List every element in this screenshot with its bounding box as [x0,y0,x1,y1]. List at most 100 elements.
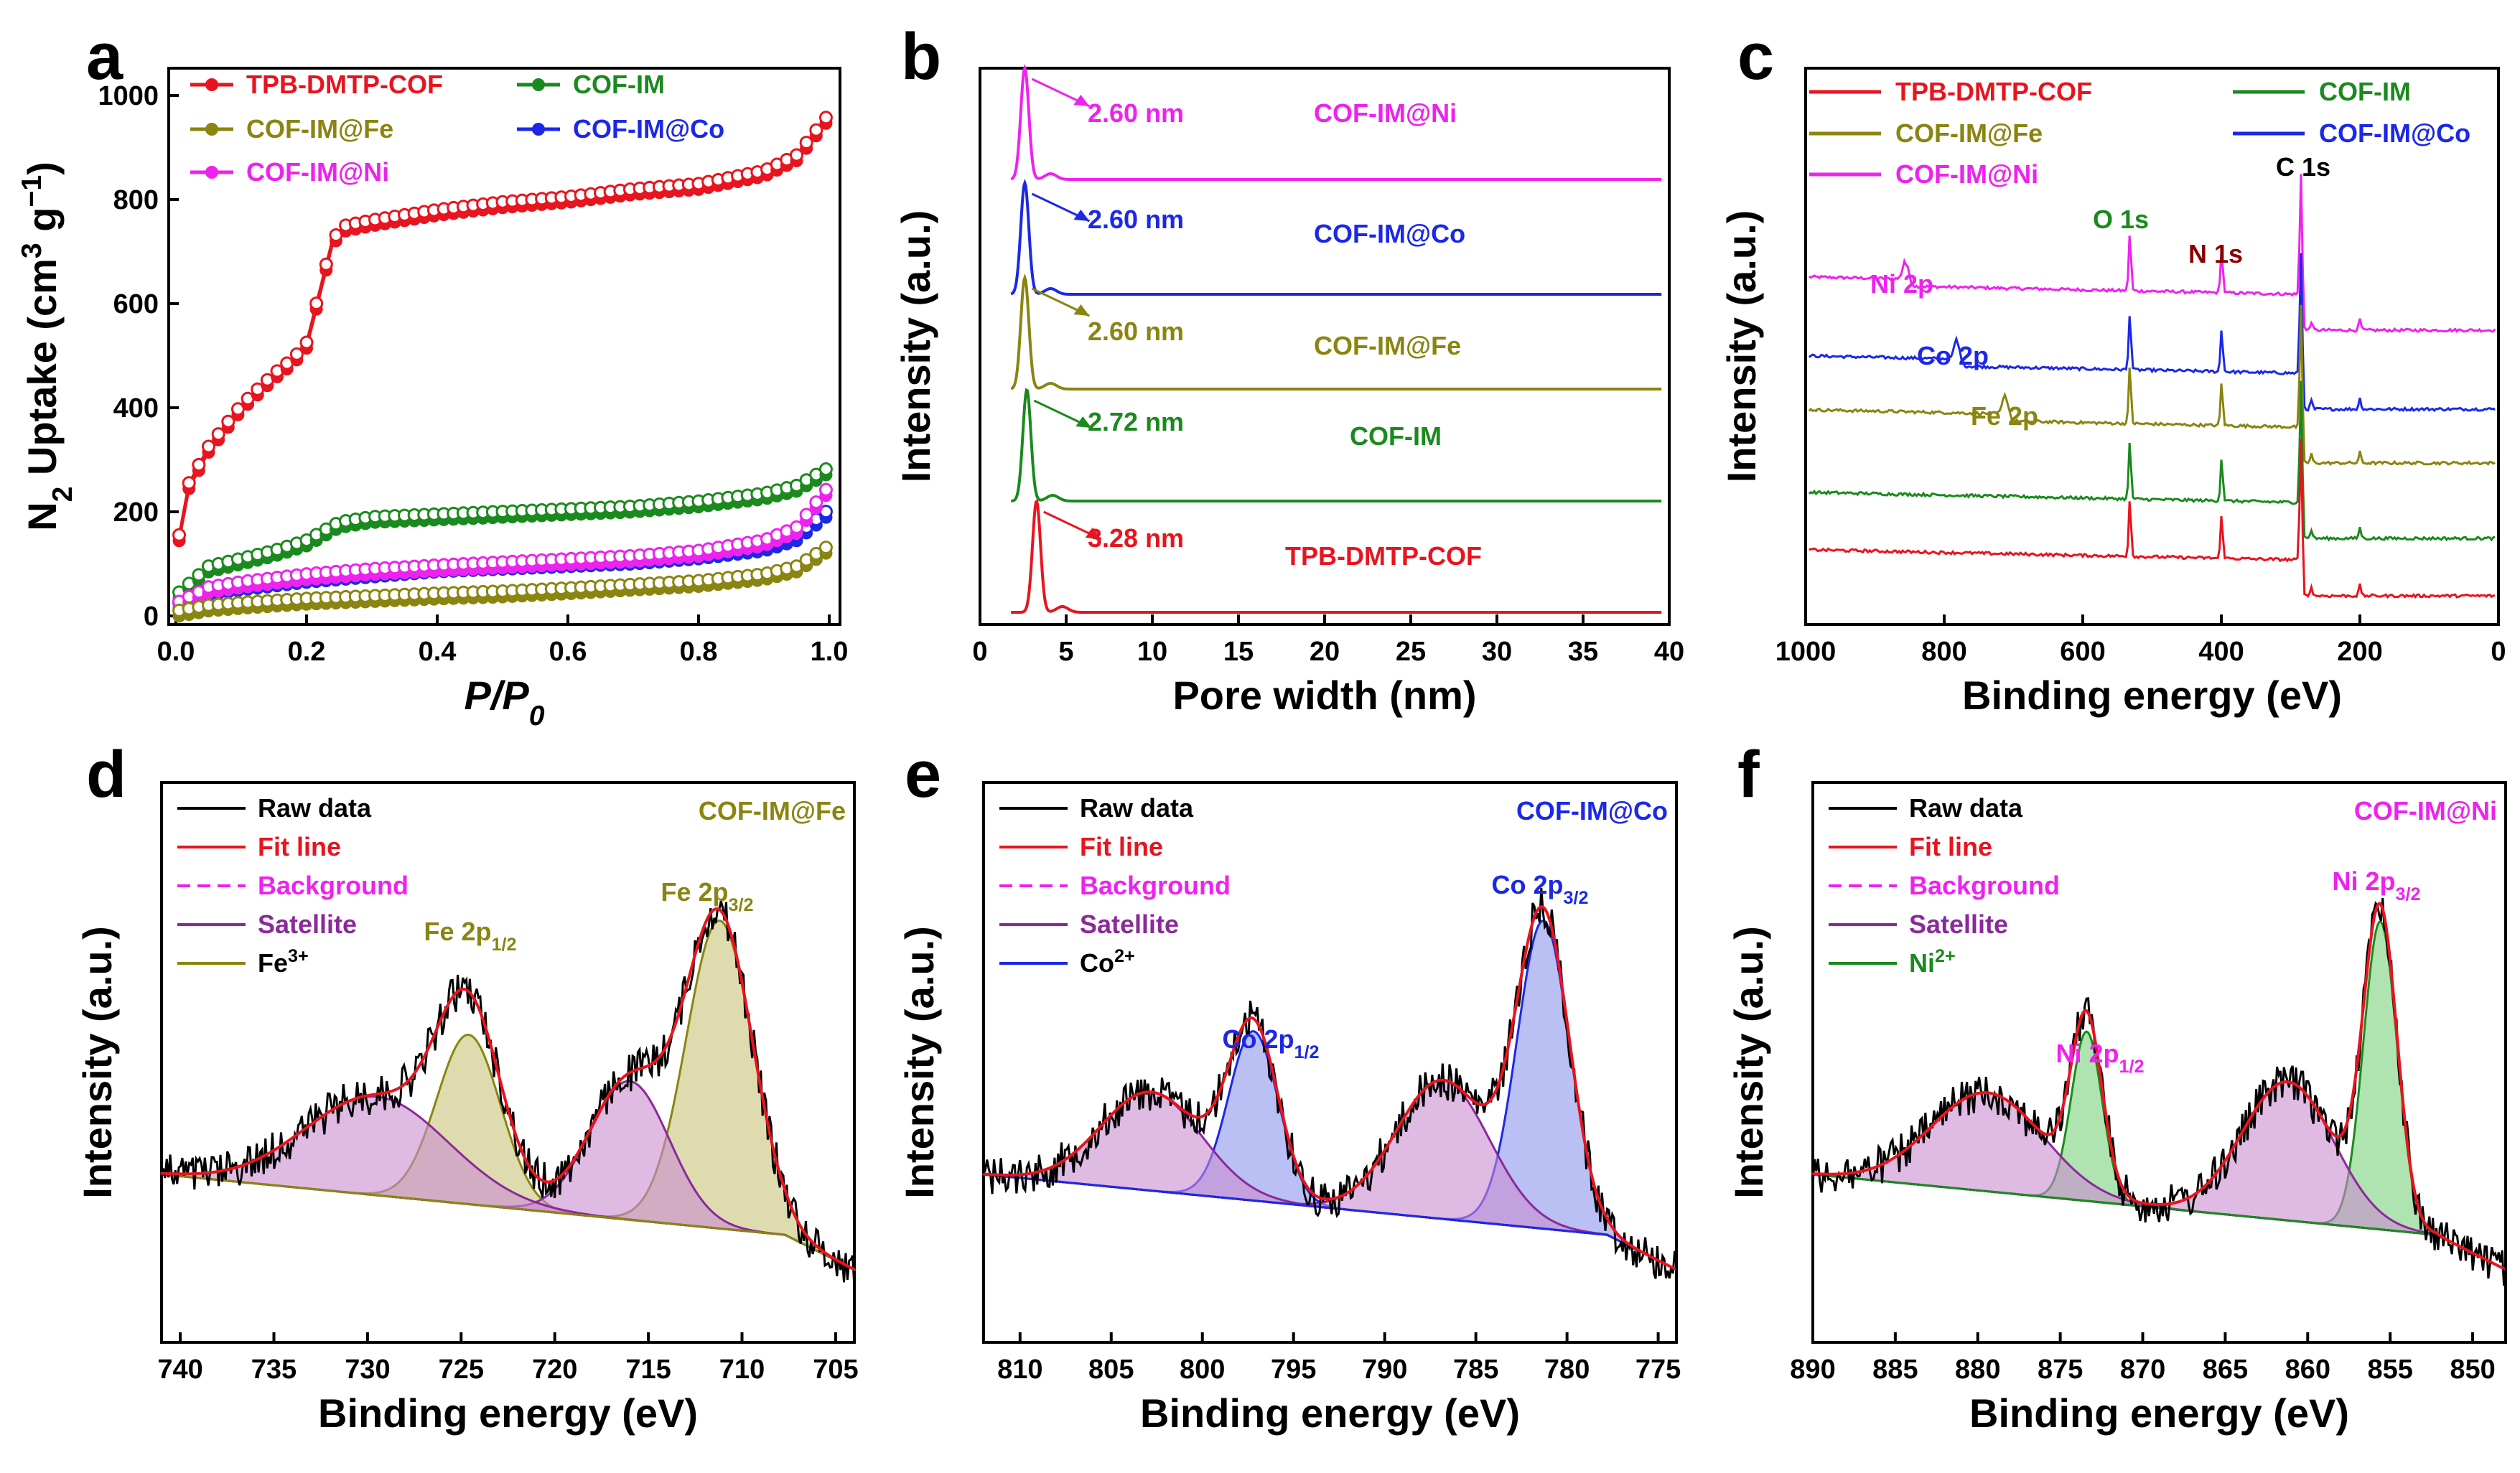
peak-label: Ni 2p3/2 [2332,866,2420,904]
x-tick-label: 0.8 [680,637,718,667]
legend-label: Fit line [1080,832,1163,861]
survey-line [1809,439,2496,599]
legend-entry: Co2+ [999,946,1135,978]
legend-label: COF-IM [573,70,665,99]
des-point [799,508,813,522]
y-tick-label: 800 [113,185,159,215]
peak-annotation: Co 2p [1917,341,1989,370]
legend-entry: Fit line [999,832,1163,861]
legend-entry: Raw data [999,793,1194,823]
legend-entry: COF-IM [517,70,665,99]
des-point [790,520,803,534]
background-line [983,1173,1676,1270]
legend-entry: COF-IM@Co [517,114,724,144]
y-tick-label: 600 [113,289,159,319]
series-COF-IM@Co: 2.60 nm COF-IM@Co [1010,178,1662,296]
legend-label: Fit line [1909,832,1992,861]
legend-entry: COF-IM [2233,77,2411,106]
legend-label: Fit line [258,832,341,861]
legend-entry: Background [999,871,1231,900]
peak-label-part: Co 2p [1491,870,1563,899]
des-point [818,111,833,125]
peak-annotation: Fe 2p [1971,401,2038,431]
distribution-line [1010,273,1662,391]
legend-label: Raw data [258,793,372,823]
x-tick-label: 875 [2038,1355,2083,1385]
legend-label: COF-IM@Ni [1895,159,2038,189]
des-point [211,427,225,441]
des-point [809,495,823,510]
x-tick-label: 885 [1872,1355,1918,1385]
series-COF-IM@Ni [172,482,833,614]
peak-label-part: 1/2 [492,935,517,955]
legend-entry: Fe3+ [177,946,309,978]
legend-label: COF-IM@Ni [246,157,389,187]
y-axis-label-part: −1 [17,175,47,207]
x-tick-label: 20 [1310,637,1340,667]
y-tick-label: 1000 [98,81,159,111]
legend-label-part: Co [1080,948,1114,978]
legend-entry: COF-IM@Ni [190,157,389,187]
plot-frame [982,781,1678,1344]
legend-label: TPB-DMTP-COF [246,70,443,99]
y-axis-label: Intensity (a.u.) [1726,926,1771,1199]
peak-label: Fe 2p1/2 [424,917,516,955]
x-tick-label: 795 [1271,1355,1316,1385]
legend-entry: Fit line [177,832,341,861]
y-axis-label: Intensity (a.u.) [893,210,938,483]
x-tick-label: 880 [1955,1355,2000,1385]
des-point [818,482,833,497]
sample-label: COF-IM@Co [1516,796,1668,826]
fit-line [1812,901,2505,1271]
x-tick-label: 0.6 [549,637,587,667]
legend-label: COF-IM@Fe [246,114,393,144]
series-TPB-DMTP-COF: 3.28 nm TPB-DMTP-COF [1011,499,1662,614]
legend-label-part: 2+ [1114,946,1135,966]
peak-label: Ni 2p1/2 [2055,1039,2144,1077]
y-axis-label-part: ) [19,162,65,175]
x-tick-label: 710 [719,1355,765,1385]
peak-label: Co 2p3/2 [1491,870,1588,908]
legend-label: COF-IM@Co [573,114,724,144]
x-axis-label: Binding energy (eV) [1140,1390,1520,1436]
peak-label: 2.72 nm [1088,407,1184,436]
legend-entry: Background [1829,871,2060,900]
legend-entry: Raw data [177,793,372,823]
des-point [319,257,333,271]
legend-entry: Raw data [1829,793,2023,823]
series-COF-IM@Ni [1809,174,2496,334]
x-tick-label: 780 [1544,1355,1590,1385]
y-axis-label: Intensity (a.u.) [1719,210,1764,483]
x-tick-label: 870 [2120,1355,2165,1385]
legend-label: Background [1080,871,1231,900]
x-tick-label: 735 [251,1355,297,1385]
survey-line [1808,380,2496,542]
legend-label: Raw data [1080,793,1194,823]
x-tick-label: 850 [2450,1355,2495,1385]
arrow-head [1073,95,1090,106]
legend-entry: TPB-DMTP-COF [1809,77,2092,106]
peak-label-part: Ni 2p [2055,1039,2119,1068]
x-tick-label: 0.0 [157,637,195,667]
arrow-head [1085,528,1101,539]
distribution-line [1010,178,1662,296]
y-axis-label: Intensity (a.u.) [75,926,120,1199]
x-tick-label: 25 [1396,637,1426,667]
panel-label: d [86,738,126,811]
legend-label: TPB-DMTP-COF [1895,77,2092,106]
legend-entry: Satellite [999,909,1179,939]
legend-marker [205,166,218,179]
legend-label: Co2+ [1080,946,1135,978]
series-COF-IM: 2.72 nm COF-IM [1011,388,1662,502]
x-tick-label: 5 [1058,637,1073,667]
y-axis-label-part: 2 [47,487,78,502]
panel-a: a0.0 0.2 0.4 0.6 0.8 1.002004006008001000P/P0… [17,20,849,731]
x-axis-label-part: 0 [529,701,545,731]
survey-line [1808,304,2496,467]
x-tick-label: 790 [1362,1355,1407,1385]
peak-label-part: 1/2 [2119,1057,2145,1077]
x-tick-label: 740 [157,1355,202,1385]
series-COF-IM [1808,380,2496,542]
peak-annotation: C 1s [2276,152,2330,182]
